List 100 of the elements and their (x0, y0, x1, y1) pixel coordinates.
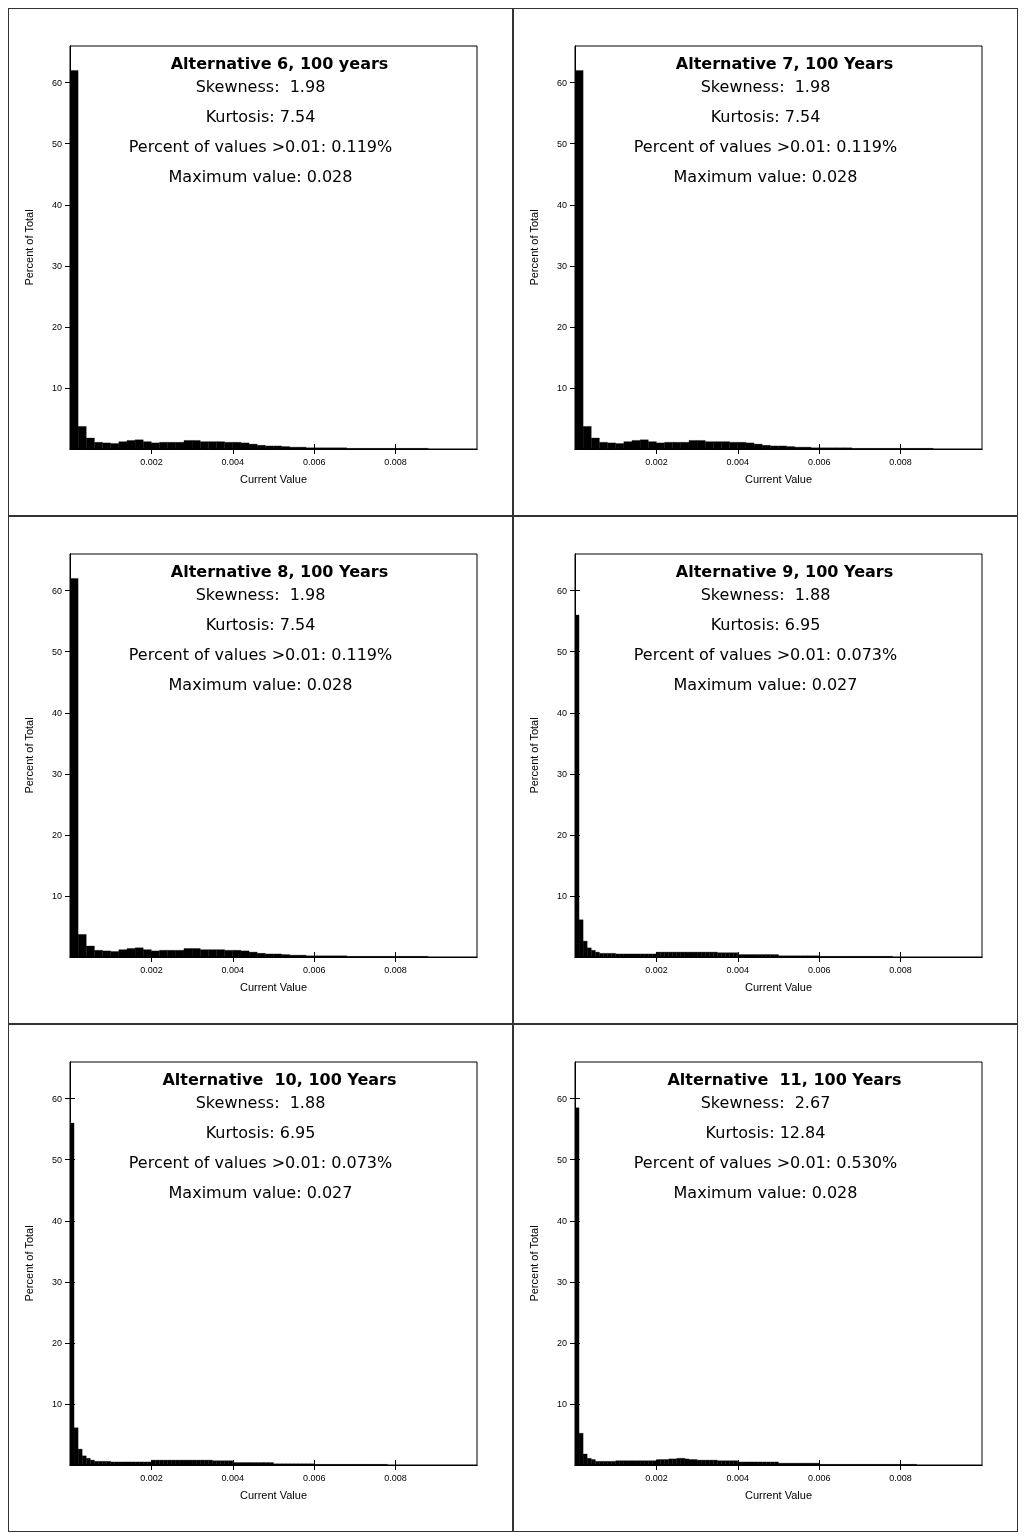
y-tick-label: 10 (51, 890, 62, 901)
y-tick-label: 40 (51, 1215, 62, 1226)
x-tick-label: 0.006 (302, 456, 326, 467)
y-tick-label: 30 (51, 260, 62, 271)
y-tick-label: 50 (51, 138, 62, 149)
x-tick-label: 0.006 (807, 964, 831, 975)
y-tick-label: 40 (51, 707, 62, 718)
x-tick-label: 0.006 (807, 1472, 831, 1483)
x-tick-label: 0.004 (221, 456, 245, 467)
x-tick-label: 0.002 (140, 1472, 163, 1483)
y-tick-label: 10 (51, 1398, 62, 1409)
y-axis-title: Percent of Total (22, 717, 35, 794)
annotation: Maximum value: 0.028 (673, 166, 858, 186)
y-tick-label: 30 (51, 768, 62, 779)
y-tick-label: 20 (51, 829, 62, 840)
y-tick-label: 60 (556, 77, 567, 88)
y-axis-title: Percent of Total (22, 1225, 35, 1302)
x-tick-label: 0.008 (384, 1472, 407, 1483)
y-tick-label: 30 (51, 1276, 62, 1287)
y-tick-label: 50 (556, 138, 567, 149)
y-tick-label: 10 (556, 1398, 567, 1409)
x-axis-title: Current Value (744, 980, 813, 993)
annotation: Maximum value: 0.027 (673, 674, 858, 694)
x-axis-title: Current Value (744, 472, 813, 485)
y-tick-label: 50 (51, 646, 62, 657)
annotation: Percent of values >0.01: 0.073% (128, 1152, 393, 1172)
x-axis-title: Current Value (239, 1488, 308, 1501)
x-tick-label: 0.002 (140, 456, 163, 467)
annotation: Kurtosis: 6.95 (710, 614, 821, 634)
annotation: Kurtosis: 7.54 (710, 106, 821, 126)
text: Alternative 7, 100 Years (675, 53, 894, 73)
annotation: Skewness: 1.88 (700, 584, 831, 604)
annotation: Maximum value: 0.028 (168, 674, 353, 694)
text: Alternative 9, 100 Years (675, 561, 894, 581)
y-tick-label: 60 (51, 585, 62, 596)
y-tick-label: 50 (51, 1154, 62, 1165)
y-tick-label: 50 (556, 1154, 567, 1165)
y-axis-title: Percent of Total (22, 209, 35, 286)
y-tick-label: 10 (556, 890, 567, 901)
y-tick-label: 60 (51, 77, 62, 88)
annotation: Skewness: 1.88 (195, 1092, 326, 1112)
annotation: Percent of values >0.01: 0.073% (633, 644, 898, 664)
annotation: Skewness: 1.98 (195, 76, 326, 96)
y-tick-label: 30 (556, 260, 567, 271)
y-tick-label: 30 (556, 768, 567, 779)
y-tick-label: 10 (51, 382, 62, 393)
x-tick-label: 0.008 (889, 964, 912, 975)
annotation: Maximum value: 0.028 (673, 1182, 858, 1202)
x-tick-label: 0.004 (726, 456, 750, 467)
y-tick-label: 10 (556, 382, 567, 393)
x-tick-label: 0.004 (221, 964, 245, 975)
text: Alternative 10, 100 Years (162, 1069, 397, 1089)
y-tick-label: 20 (556, 321, 567, 332)
y-tick-label: 40 (556, 199, 567, 210)
y-tick-label: 40 (51, 199, 62, 210)
y-tick-label: 30 (556, 1276, 567, 1287)
annotation: Maximum value: 0.028 (168, 166, 353, 186)
y-tick-label: 60 (556, 1093, 567, 1104)
y-tick-label: 40 (556, 1215, 567, 1226)
annotation: Maximum value: 0.027 (168, 1182, 353, 1202)
x-tick-label: 0.002 (140, 964, 163, 975)
annotation: Percent of values >0.01: 0.530% (633, 1152, 898, 1172)
annotation: Kurtosis: 7.54 (205, 106, 316, 126)
x-tick-label: 0.002 (645, 456, 668, 467)
y-axis-title: Percent of Total (527, 1225, 540, 1302)
annotation: Kurtosis: 6.95 (205, 1122, 316, 1142)
y-tick-label: 20 (51, 1337, 62, 1348)
text: Alternative 11, 100 Years (667, 1069, 902, 1089)
annotation: Percent of values >0.01: 0.119% (128, 136, 393, 156)
y-axis-title: Percent of Total (527, 717, 540, 794)
x-tick-label: 0.008 (384, 964, 407, 975)
annotation: Skewness: 2.67 (700, 1092, 831, 1112)
y-tick-label: 20 (556, 829, 567, 840)
text: Alternative 8, 100 Years (170, 561, 389, 581)
x-tick-label: 0.006 (302, 964, 326, 975)
annotation: Percent of values >0.01: 0.119% (128, 644, 393, 664)
x-tick-label: 0.008 (889, 1472, 912, 1483)
x-tick-label: 0.004 (726, 964, 750, 975)
annotation: Percent of values >0.01: 0.119% (633, 136, 898, 156)
y-tick-label: 50 (556, 646, 567, 657)
annotation: Kurtosis: 12.84 (705, 1122, 826, 1142)
y-tick-label: 20 (556, 1337, 567, 1348)
x-tick-label: 0.008 (384, 456, 407, 467)
x-tick-label: 0.004 (221, 1472, 245, 1483)
text: Alternative 6, 100 years (170, 53, 389, 73)
y-tick-label: 40 (556, 707, 567, 718)
x-tick-label: 0.008 (889, 456, 912, 467)
annotation: Skewness: 1.98 (700, 76, 831, 96)
x-tick-label: 0.006 (807, 456, 831, 467)
x-axis-title: Current Value (744, 1488, 813, 1501)
x-axis-title: Current Value (239, 980, 308, 993)
x-axis-title: Current Value (239, 472, 308, 485)
x-tick-label: 0.002 (645, 1472, 668, 1483)
y-tick-label: 60 (51, 1093, 62, 1104)
y-tick-label: 20 (51, 321, 62, 332)
annotation: Kurtosis: 7.54 (205, 614, 316, 634)
x-tick-label: 0.006 (302, 1472, 326, 1483)
y-tick-label: 60 (556, 585, 567, 596)
x-tick-label: 0.004 (726, 1472, 750, 1483)
y-axis-title: Percent of Total (527, 209, 540, 286)
